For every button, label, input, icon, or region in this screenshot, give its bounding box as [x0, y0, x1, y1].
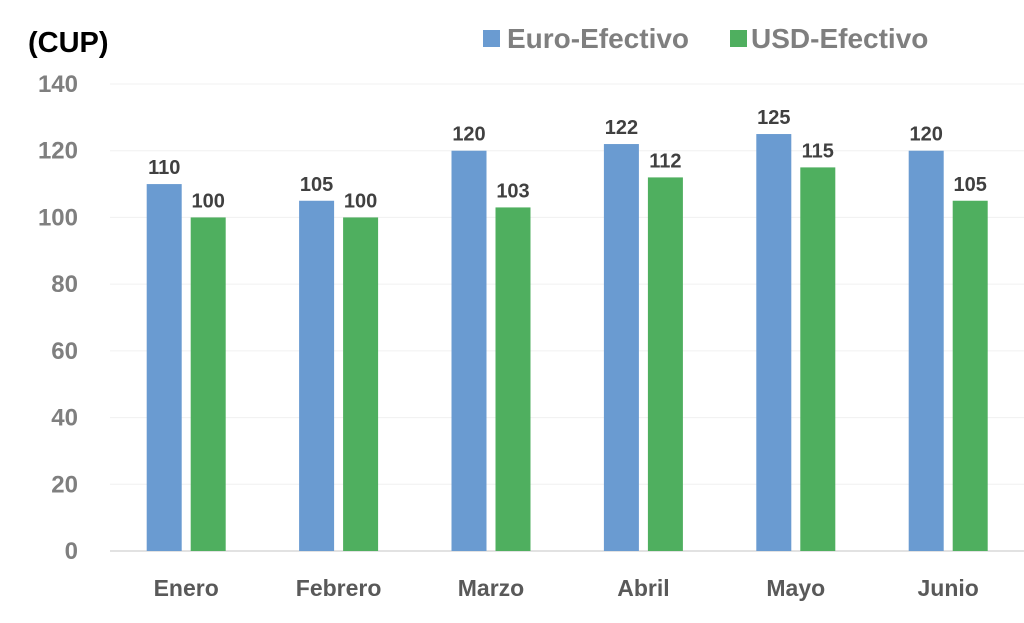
value-label-usd-efectivo-febrero: 100 — [344, 190, 377, 212]
bars — [146, 134, 988, 552]
x-category-label-mayo: Mayo — [766, 575, 825, 601]
bar-usd-efectivo-abril — [647, 177, 683, 551]
bar-usd-efectivo-marzo — [495, 207, 531, 551]
legend-label-usd-efectivo: USD-Efectivo — [751, 23, 928, 54]
value-label-usd-efectivo-enero: 100 — [192, 190, 225, 212]
value-label-euro-efectivo-marzo: 120 — [452, 124, 485, 146]
y-tick-label-20: 20 — [51, 471, 78, 498]
value-label-usd-efectivo-mayo: 115 — [802, 140, 834, 162]
value-label-euro-efectivo-abril: 122 — [605, 117, 638, 139]
legend-label-euro-efectivo: Euro-Efectivo — [507, 23, 689, 54]
x-category-label-abril: Abril — [617, 575, 669, 601]
y-tick-label-0: 0 — [65, 538, 78, 565]
bar-usd-efectivo-mayo — [800, 167, 836, 551]
bar-euro-efectivo-abril — [603, 144, 639, 552]
data-labels: 110 100 105 100 120 103 122 112 125 115 120 105 — [148, 107, 987, 212]
y-tick-label-60: 60 — [51, 338, 78, 365]
x-category-label-junio: Junio — [918, 575, 979, 601]
y-axis-ticks: 0 20 40 60 80 100 120 140 — [38, 71, 78, 565]
legend-swatch-usd-efectivo — [730, 30, 747, 47]
value-label-euro-efectivo-junio: 120 — [910, 124, 943, 146]
bar-euro-efectivo-marzo — [451, 150, 487, 551]
value-label-euro-efectivo-febrero: 105 — [300, 174, 333, 196]
bar-usd-efectivo-febrero — [343, 217, 379, 551]
x-axis-categories: Enero Febrero Marzo Abril Mayo Junio — [154, 575, 979, 601]
value-label-usd-efectivo-abril: 112 — [649, 150, 681, 172]
bar-euro-efectivo-febrero — [299, 200, 335, 551]
y-tick-label-140: 140 — [38, 71, 78, 98]
bar-euro-efectivo-enero — [146, 184, 182, 552]
value-label-usd-efectivo-junio: 105 — [954, 174, 987, 196]
value-label-euro-efectivo-enero: 110 — [148, 157, 180, 179]
legend: Euro-Efectivo USD-Efectivo — [483, 23, 928, 54]
y-tick-label-100: 100 — [38, 204, 78, 231]
value-label-euro-efectivo-mayo: 125 — [757, 107, 790, 129]
bar-euro-efectivo-mayo — [756, 134, 792, 552]
x-category-label-marzo: Marzo — [458, 575, 524, 601]
bar-euro-efectivo-junio — [908, 150, 944, 551]
y-unit-label: (CUP) — [28, 27, 109, 59]
y-tick-label-80: 80 — [51, 271, 78, 298]
y-tick-label-40: 40 — [51, 405, 78, 432]
x-category-label-febrero: Febrero — [296, 575, 382, 601]
bar-usd-efectivo-junio — [952, 200, 988, 551]
x-category-label-enero: Enero — [154, 575, 219, 601]
gridlines — [110, 83, 1024, 552]
bar-usd-efectivo-enero — [190, 217, 226, 551]
value-label-usd-efectivo-marzo: 103 — [496, 180, 529, 202]
legend-swatch-euro-efectivo — [483, 30, 500, 47]
y-tick-label-120: 120 — [38, 138, 78, 165]
